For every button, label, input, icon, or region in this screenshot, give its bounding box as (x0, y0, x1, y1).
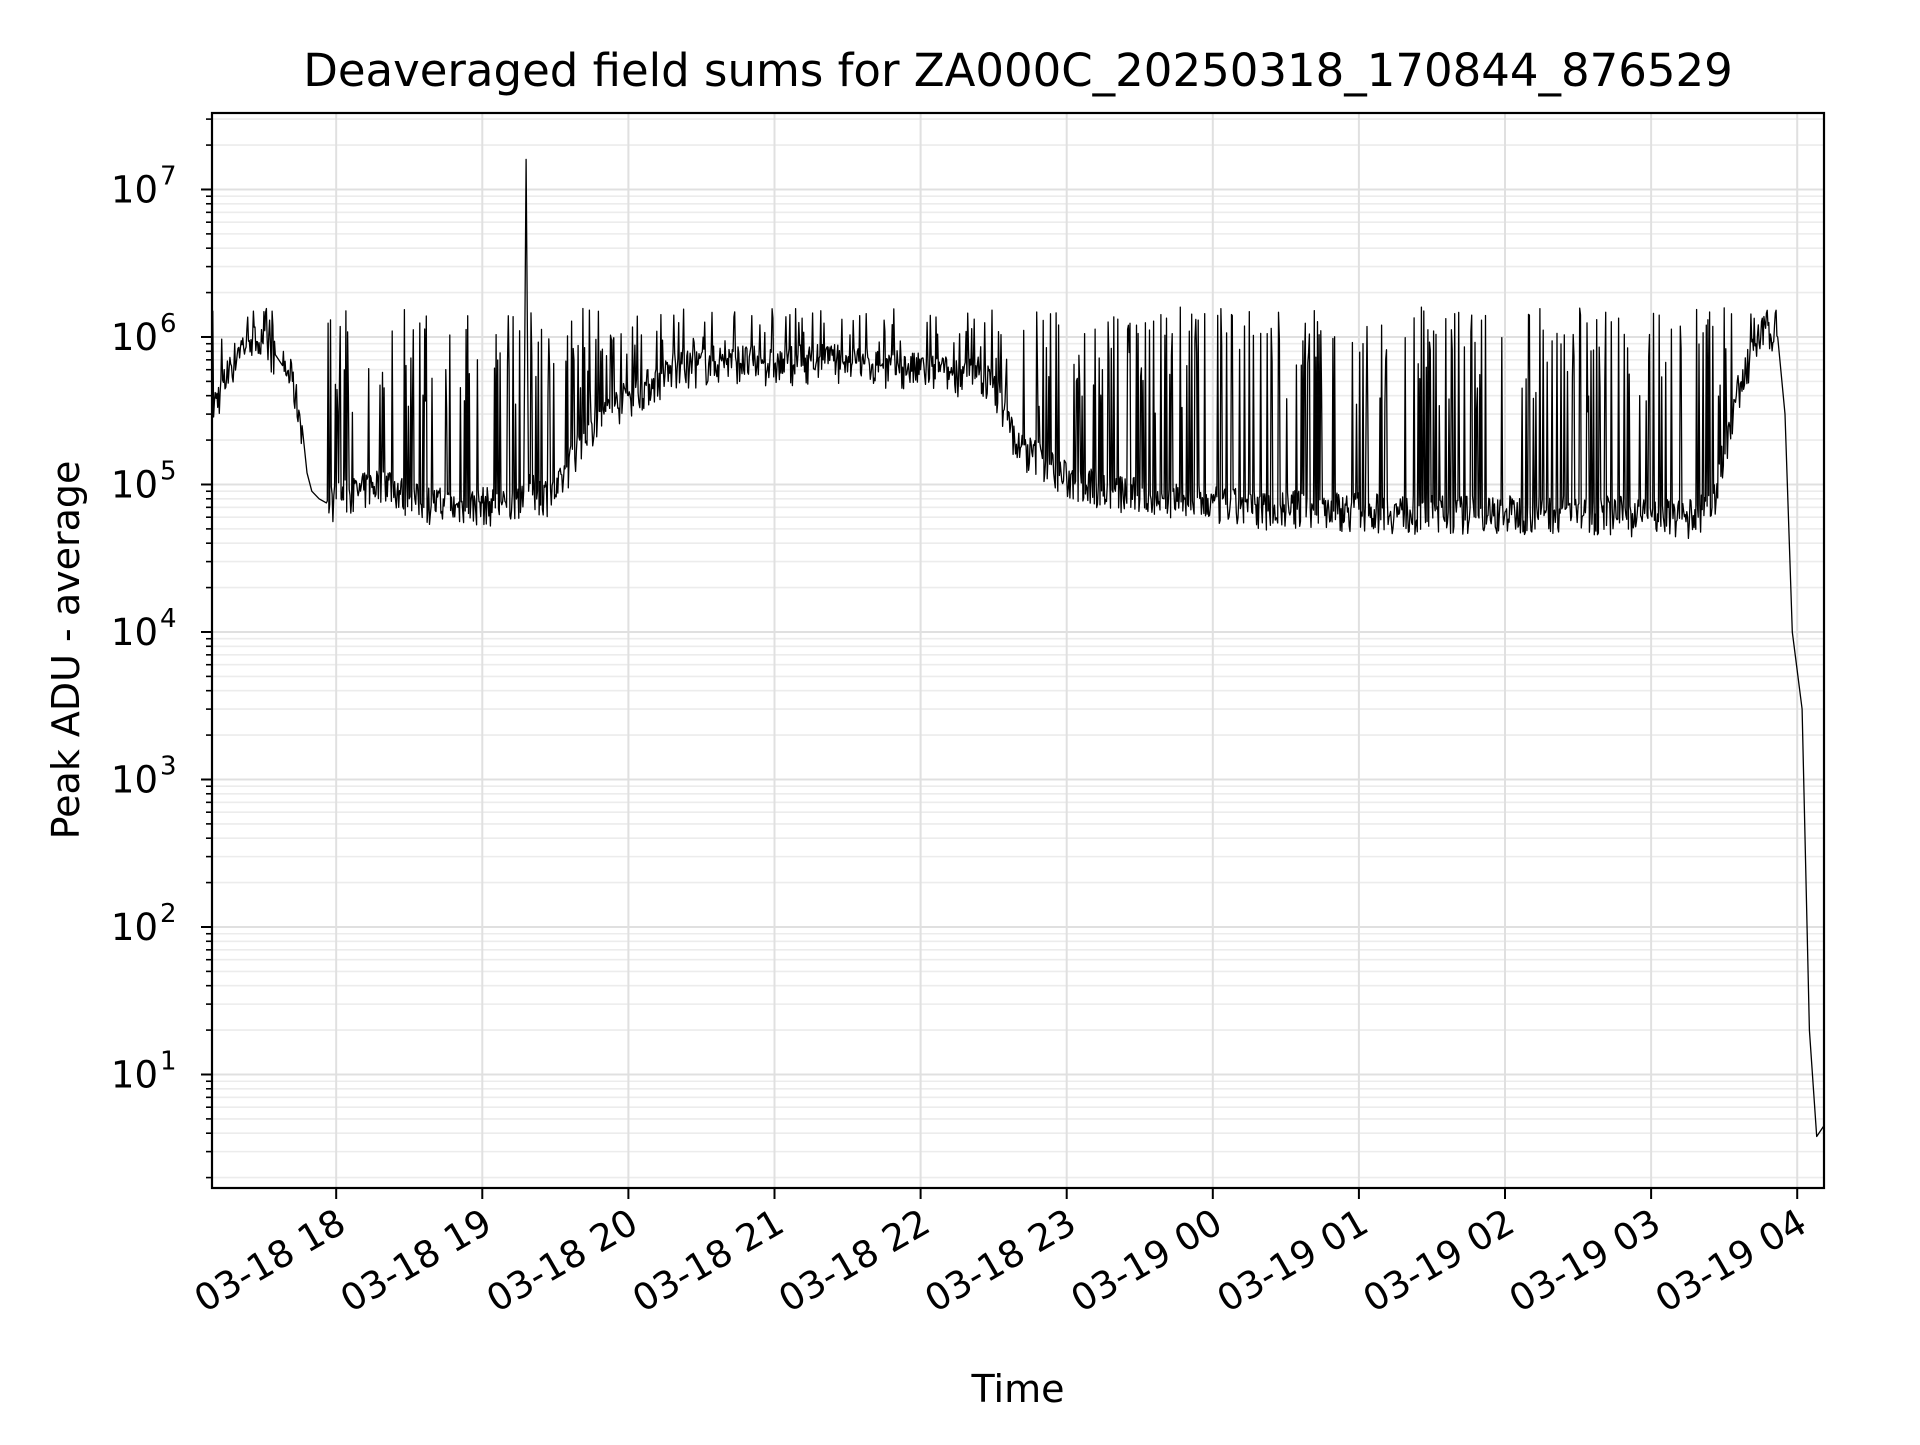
y-tick-label: 10 (111, 758, 158, 801)
y-axis-label: Peak ADU - average (44, 461, 88, 840)
y-tick-label: 10 (111, 611, 158, 654)
grid-layer (212, 113, 1824, 1188)
y-tick-label-exponent: 3 (160, 751, 177, 781)
y-tick-label: 10 (111, 168, 158, 211)
series-layer (211, 158, 1825, 1138)
y-tick-label: 10 (111, 463, 158, 506)
chart-title: Deaveraged field sums for ZA000C_2025031… (303, 44, 1733, 97)
y-tick-label-exponent: 1 (160, 1046, 177, 1076)
y-tick-label-exponent: 7 (160, 161, 177, 191)
plot-frame (210, 111, 1826, 1190)
y-tick-label-exponent: 6 (160, 309, 177, 339)
y-tick-label: 10 (111, 316, 158, 359)
y-tick-label: 10 (111, 1053, 158, 1096)
x-axis-label: Time (971, 1367, 1065, 1411)
series-line (211, 158, 1825, 1138)
y-tick-label-exponent: 2 (160, 899, 177, 929)
y-tick-label-exponent: 5 (160, 456, 177, 486)
y-tick-label-exponent: 4 (160, 604, 177, 634)
y-tick-label: 10 (111, 906, 158, 949)
